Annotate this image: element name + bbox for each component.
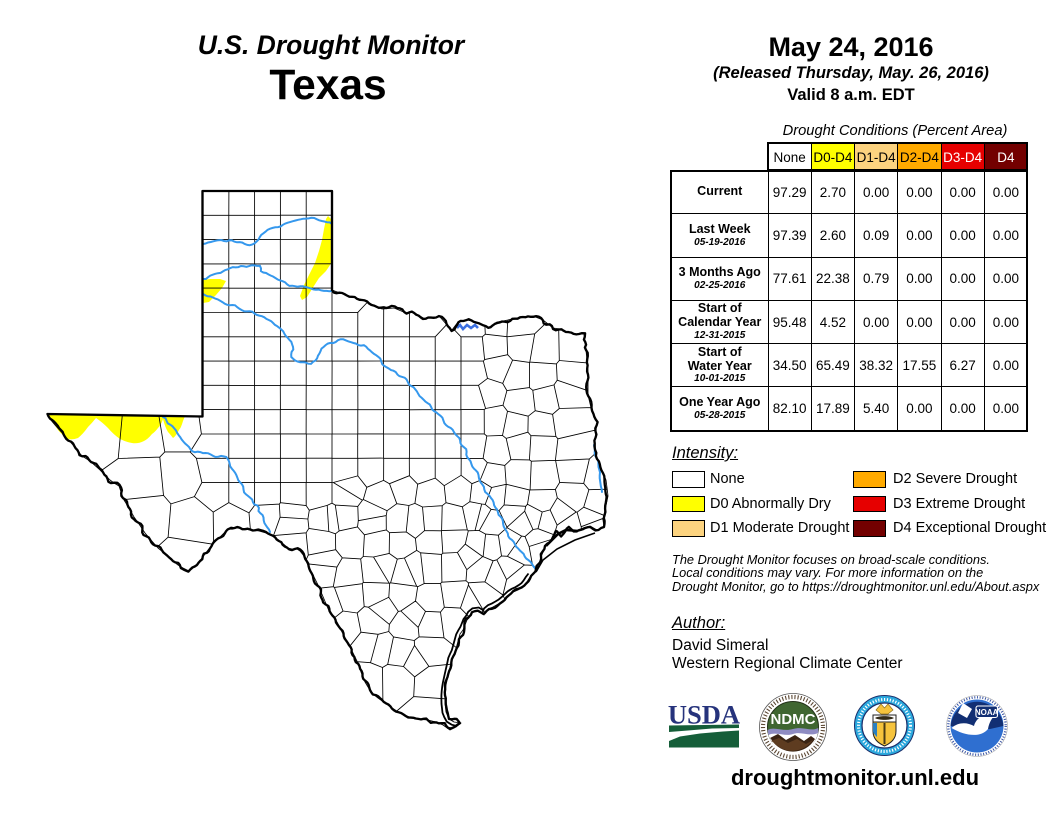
svg-text:NOAA: NOAA xyxy=(975,708,999,717)
svg-text:NDMC: NDMC xyxy=(771,711,816,728)
svg-text:USDA: USDA xyxy=(668,700,740,730)
